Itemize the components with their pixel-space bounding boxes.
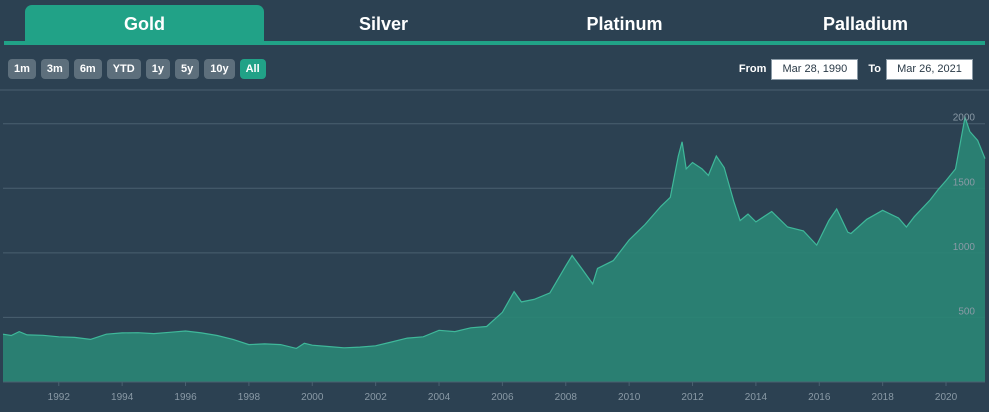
y-tick-label-500: 500 [958,306,975,317]
to-label: To [868,63,881,75]
range-button-all[interactable]: All [239,59,266,79]
x-tick-label-2018: 2018 [872,392,895,403]
x-tick-label-2016: 2016 [808,392,831,403]
x-tick-label-1992: 1992 [48,392,71,403]
range-button-ytd[interactable]: YTD [106,59,141,79]
to-date-input[interactable] [886,58,973,80]
metal-tabs: Gold Silver Platinum Palladium [0,0,989,45]
tab-platinum[interactable]: Platinum [586,13,663,34]
range-button-5y[interactable]: 5y [174,59,200,79]
range-button-6m[interactable]: 6m [73,59,102,79]
x-tick-label-2000: 2000 [301,392,324,403]
tab-gold[interactable]: Gold [25,5,264,43]
y-tick-label-1500: 1500 [953,177,976,188]
from-date-input[interactable] [771,58,859,80]
price-line [2,114,986,350]
x-tick-label-2006: 2006 [491,392,514,403]
range-button-1y[interactable]: 1y [145,59,170,79]
date-range: From To [739,58,973,80]
x-tick-label-2010: 2010 [618,392,641,403]
x-tick-label-2004: 2004 [428,392,451,403]
x-tick-label-1998: 1998 [238,392,261,403]
x-tick-label-1996: 1996 [174,392,197,403]
x-tick-label-2012: 2012 [681,392,704,403]
tab-underline [4,41,985,45]
from-label: From [738,63,767,75]
price-area [3,117,985,383]
price-chart-svg[interactable]: 500 1000 1500 2000 1992 1994 1996 1998 2000 2002 2… [0,85,989,412]
y-tick-label-2000: 2000 [953,113,976,124]
range-button-1m[interactable]: 1m [8,59,36,79]
x-tick-label-2002: 2002 [365,392,388,403]
price-chart[interactable]: 500 1000 1500 2000 1992 1994 1996 1998 2000 2002 2… [0,85,989,412]
x-tick-label-2020: 2020 [935,392,958,403]
tab-silver[interactable]: Silver [358,13,409,34]
x-tick-label-1994: 1994 [111,392,134,403]
x-tick-label-2008: 2008 [555,392,578,403]
range-selector: 1m 3m 6m YTD 1y 5y 10y All [8,59,271,79]
range-button-10y[interactable]: 10y [204,59,235,79]
range-button-3m[interactable]: 3m [40,59,69,79]
tab-palladium[interactable]: Palladium [822,13,909,34]
y-tick-label-1000: 1000 [953,242,976,253]
x-tick-label-2014: 2014 [745,392,768,403]
